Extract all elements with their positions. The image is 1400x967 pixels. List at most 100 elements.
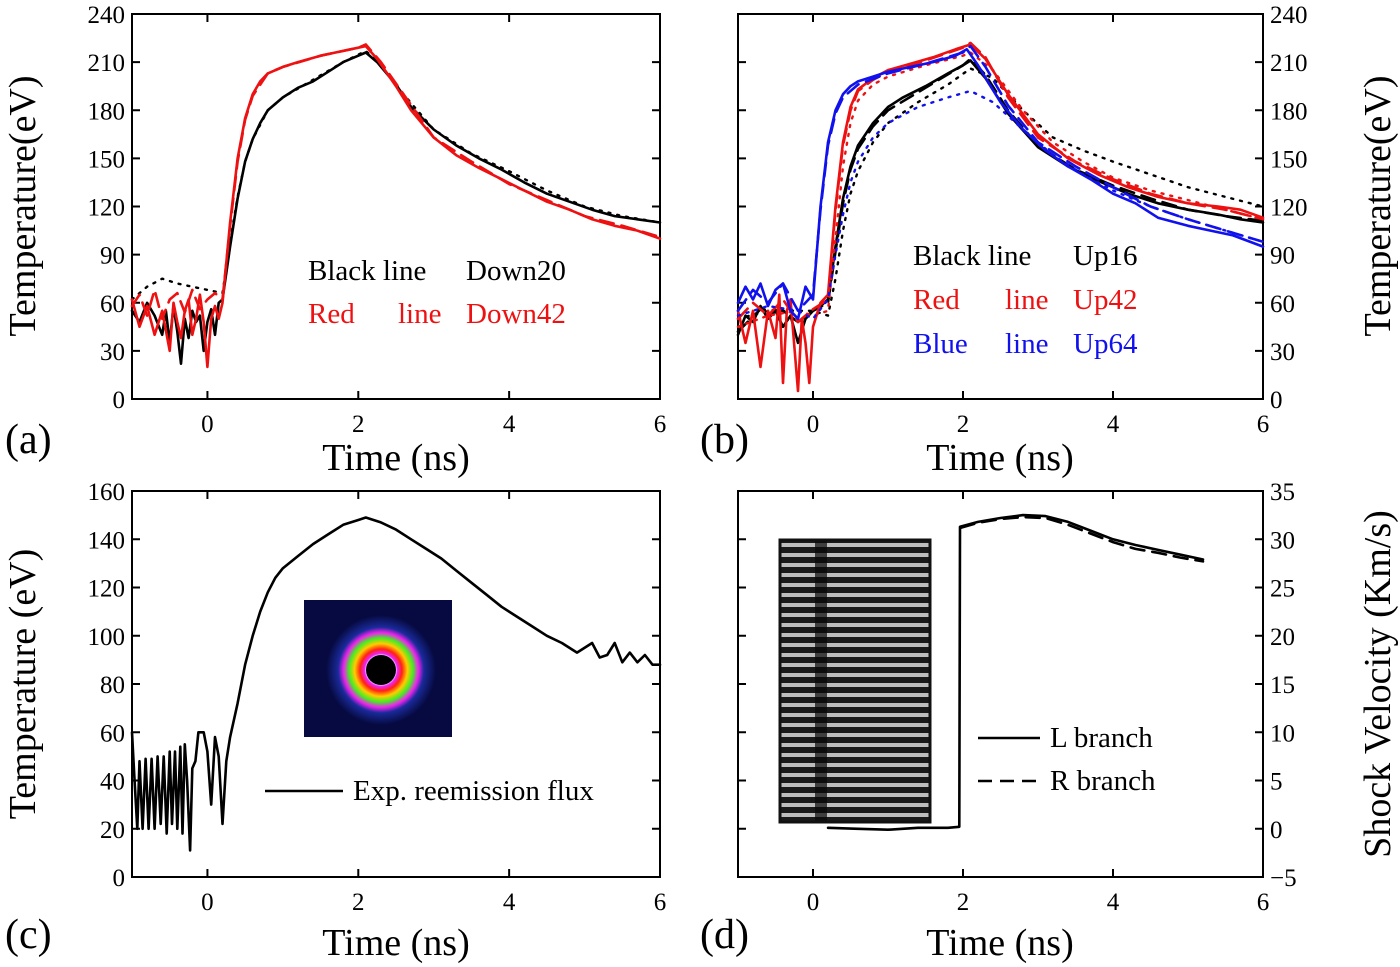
y-tick-label: 240 xyxy=(88,2,126,29)
series-line-dashed xyxy=(736,41,1265,324)
y-tick-label: 20 xyxy=(1270,624,1295,651)
y-tick-label: 140 xyxy=(88,527,126,554)
legend-entry-label: R branch xyxy=(1050,765,1156,797)
legend-entry-series: Down20 xyxy=(466,255,566,287)
x-tick-label: 2 xyxy=(957,411,970,438)
x-tick-label: 4 xyxy=(1107,889,1120,916)
y-tick-label: 0 xyxy=(1270,817,1283,844)
legend-entry-word: line xyxy=(398,298,442,330)
x-tick-label: 0 xyxy=(201,889,214,916)
y-tick-label: 120 xyxy=(88,576,126,603)
x-tick-label: 2 xyxy=(957,889,970,916)
y-tick-label: 150 xyxy=(88,146,126,173)
y-axis-label: Temperature (eV) xyxy=(2,549,44,820)
series-line-dotted xyxy=(736,89,1265,320)
x-axis-label: Time (ns) xyxy=(322,922,469,964)
y-tick-label: 35 xyxy=(1270,479,1295,506)
series-line-dashed xyxy=(130,43,662,321)
y-tick-label: 120 xyxy=(88,195,126,222)
legend-entry-label: Red xyxy=(308,298,355,330)
legend-entry-series: Up42 xyxy=(1073,284,1137,316)
y-tick-label: 30 xyxy=(1270,527,1295,554)
x-axis-label: Time (ns) xyxy=(926,922,1073,964)
legend-entry-series: Down42 xyxy=(466,298,566,330)
x-tick-label: 0 xyxy=(201,411,214,438)
y-tick-label: 160 xyxy=(88,479,126,506)
y-tick-label: 30 xyxy=(1270,339,1295,366)
y-tick-label: 100 xyxy=(88,624,126,651)
y-tick-label: 90 xyxy=(100,243,125,270)
series-line-solid xyxy=(736,43,1265,393)
y-axis-label: Temperature(eV) xyxy=(2,75,44,336)
streak-image-inset xyxy=(778,538,932,824)
series-line-solid xyxy=(736,48,1265,321)
x-tick-label: 0 xyxy=(807,411,820,438)
y-tick-label: −5 xyxy=(1270,865,1297,892)
legend-entry-word: line xyxy=(1005,284,1049,316)
x-tick-label: 0 xyxy=(807,889,820,916)
series-line-solid xyxy=(130,516,662,852)
ring-image-inset xyxy=(304,600,452,737)
y-tick-label: 10 xyxy=(1270,720,1295,747)
legend-entry-label: Black line xyxy=(913,240,1031,272)
y-tick-label: 20 xyxy=(100,817,125,844)
panel-d: 0 2 4 6−5 0 5 10 15 20 25 30 35 Time (ns) Shock Veloc… xyxy=(700,479,1399,964)
y-tick-label: 120 xyxy=(1270,195,1308,222)
y-tick-label: 210 xyxy=(88,50,126,77)
series-line-dashed xyxy=(736,57,1265,333)
legend-entry-series: Up16 xyxy=(1073,240,1137,272)
y-tick-label: 40 xyxy=(100,769,125,796)
panel-label: (c) xyxy=(5,912,52,958)
y-tick-label: 240 xyxy=(1270,2,1308,29)
x-tick-label: 6 xyxy=(1257,889,1270,916)
plot-frame xyxy=(737,13,1264,400)
y-tick-label: 0 xyxy=(113,387,126,414)
series-line-solid xyxy=(826,513,1205,831)
x-axis-label: Time (ns) xyxy=(322,437,469,479)
x-tick-label: 6 xyxy=(654,411,667,438)
legend-entry-label: Exp. reemission flux xyxy=(353,775,594,807)
y-tick-label: 30 xyxy=(100,339,125,366)
y-tick-label: 25 xyxy=(1270,576,1295,603)
x-tick-label: 4 xyxy=(1107,411,1120,438)
panel-label: (a) xyxy=(5,417,52,463)
legend-entry-label: L branch xyxy=(1050,722,1153,754)
legend-entry-word: line xyxy=(1005,328,1049,360)
y-tick-label: 60 xyxy=(100,291,125,318)
y-tick-label: 15 xyxy=(1270,672,1295,699)
x-axis-label: Time (ns) xyxy=(926,437,1073,479)
y-tick-label: 150 xyxy=(1270,146,1308,173)
x-tick-label: 4 xyxy=(503,411,516,438)
series-line-dotted xyxy=(130,49,662,301)
y-tick-label: 0 xyxy=(113,865,126,892)
series-line-dotted xyxy=(736,67,1265,320)
y-tick-label: 60 xyxy=(100,720,125,747)
y-axis-label: Shock Velocity (Km/s) xyxy=(1357,510,1399,858)
x-tick-label: 6 xyxy=(654,889,667,916)
y-tick-label: 90 xyxy=(1270,243,1295,270)
y-tick-label: 180 xyxy=(1270,98,1308,125)
x-tick-label: 2 xyxy=(352,411,365,438)
legend-entry-series: Up64 xyxy=(1073,328,1138,360)
legend-entry-label: Black line xyxy=(308,255,426,287)
series-line-dashed xyxy=(959,515,1205,563)
y-tick-label: 60 xyxy=(1270,291,1295,318)
legend-entry-label: Red xyxy=(913,284,960,316)
y-axis-label: Temperature(eV) xyxy=(1357,75,1399,336)
y-tick-label: 0 xyxy=(1270,387,1283,414)
x-tick-label: 2 xyxy=(352,889,365,916)
panel-label: (d) xyxy=(700,912,749,958)
y-tick-label: 180 xyxy=(88,98,126,125)
panel-label: (b) xyxy=(700,417,749,463)
y-tick-label: 80 xyxy=(100,672,125,699)
y-tick-label: 210 xyxy=(1270,50,1308,77)
y-tick-label: 5 xyxy=(1270,769,1283,796)
legend-entry-label: Blue xyxy=(913,328,968,360)
series-line-dashed xyxy=(736,44,1265,313)
x-tick-label: 6 xyxy=(1257,411,1270,438)
x-tick-label: 4 xyxy=(503,889,516,916)
